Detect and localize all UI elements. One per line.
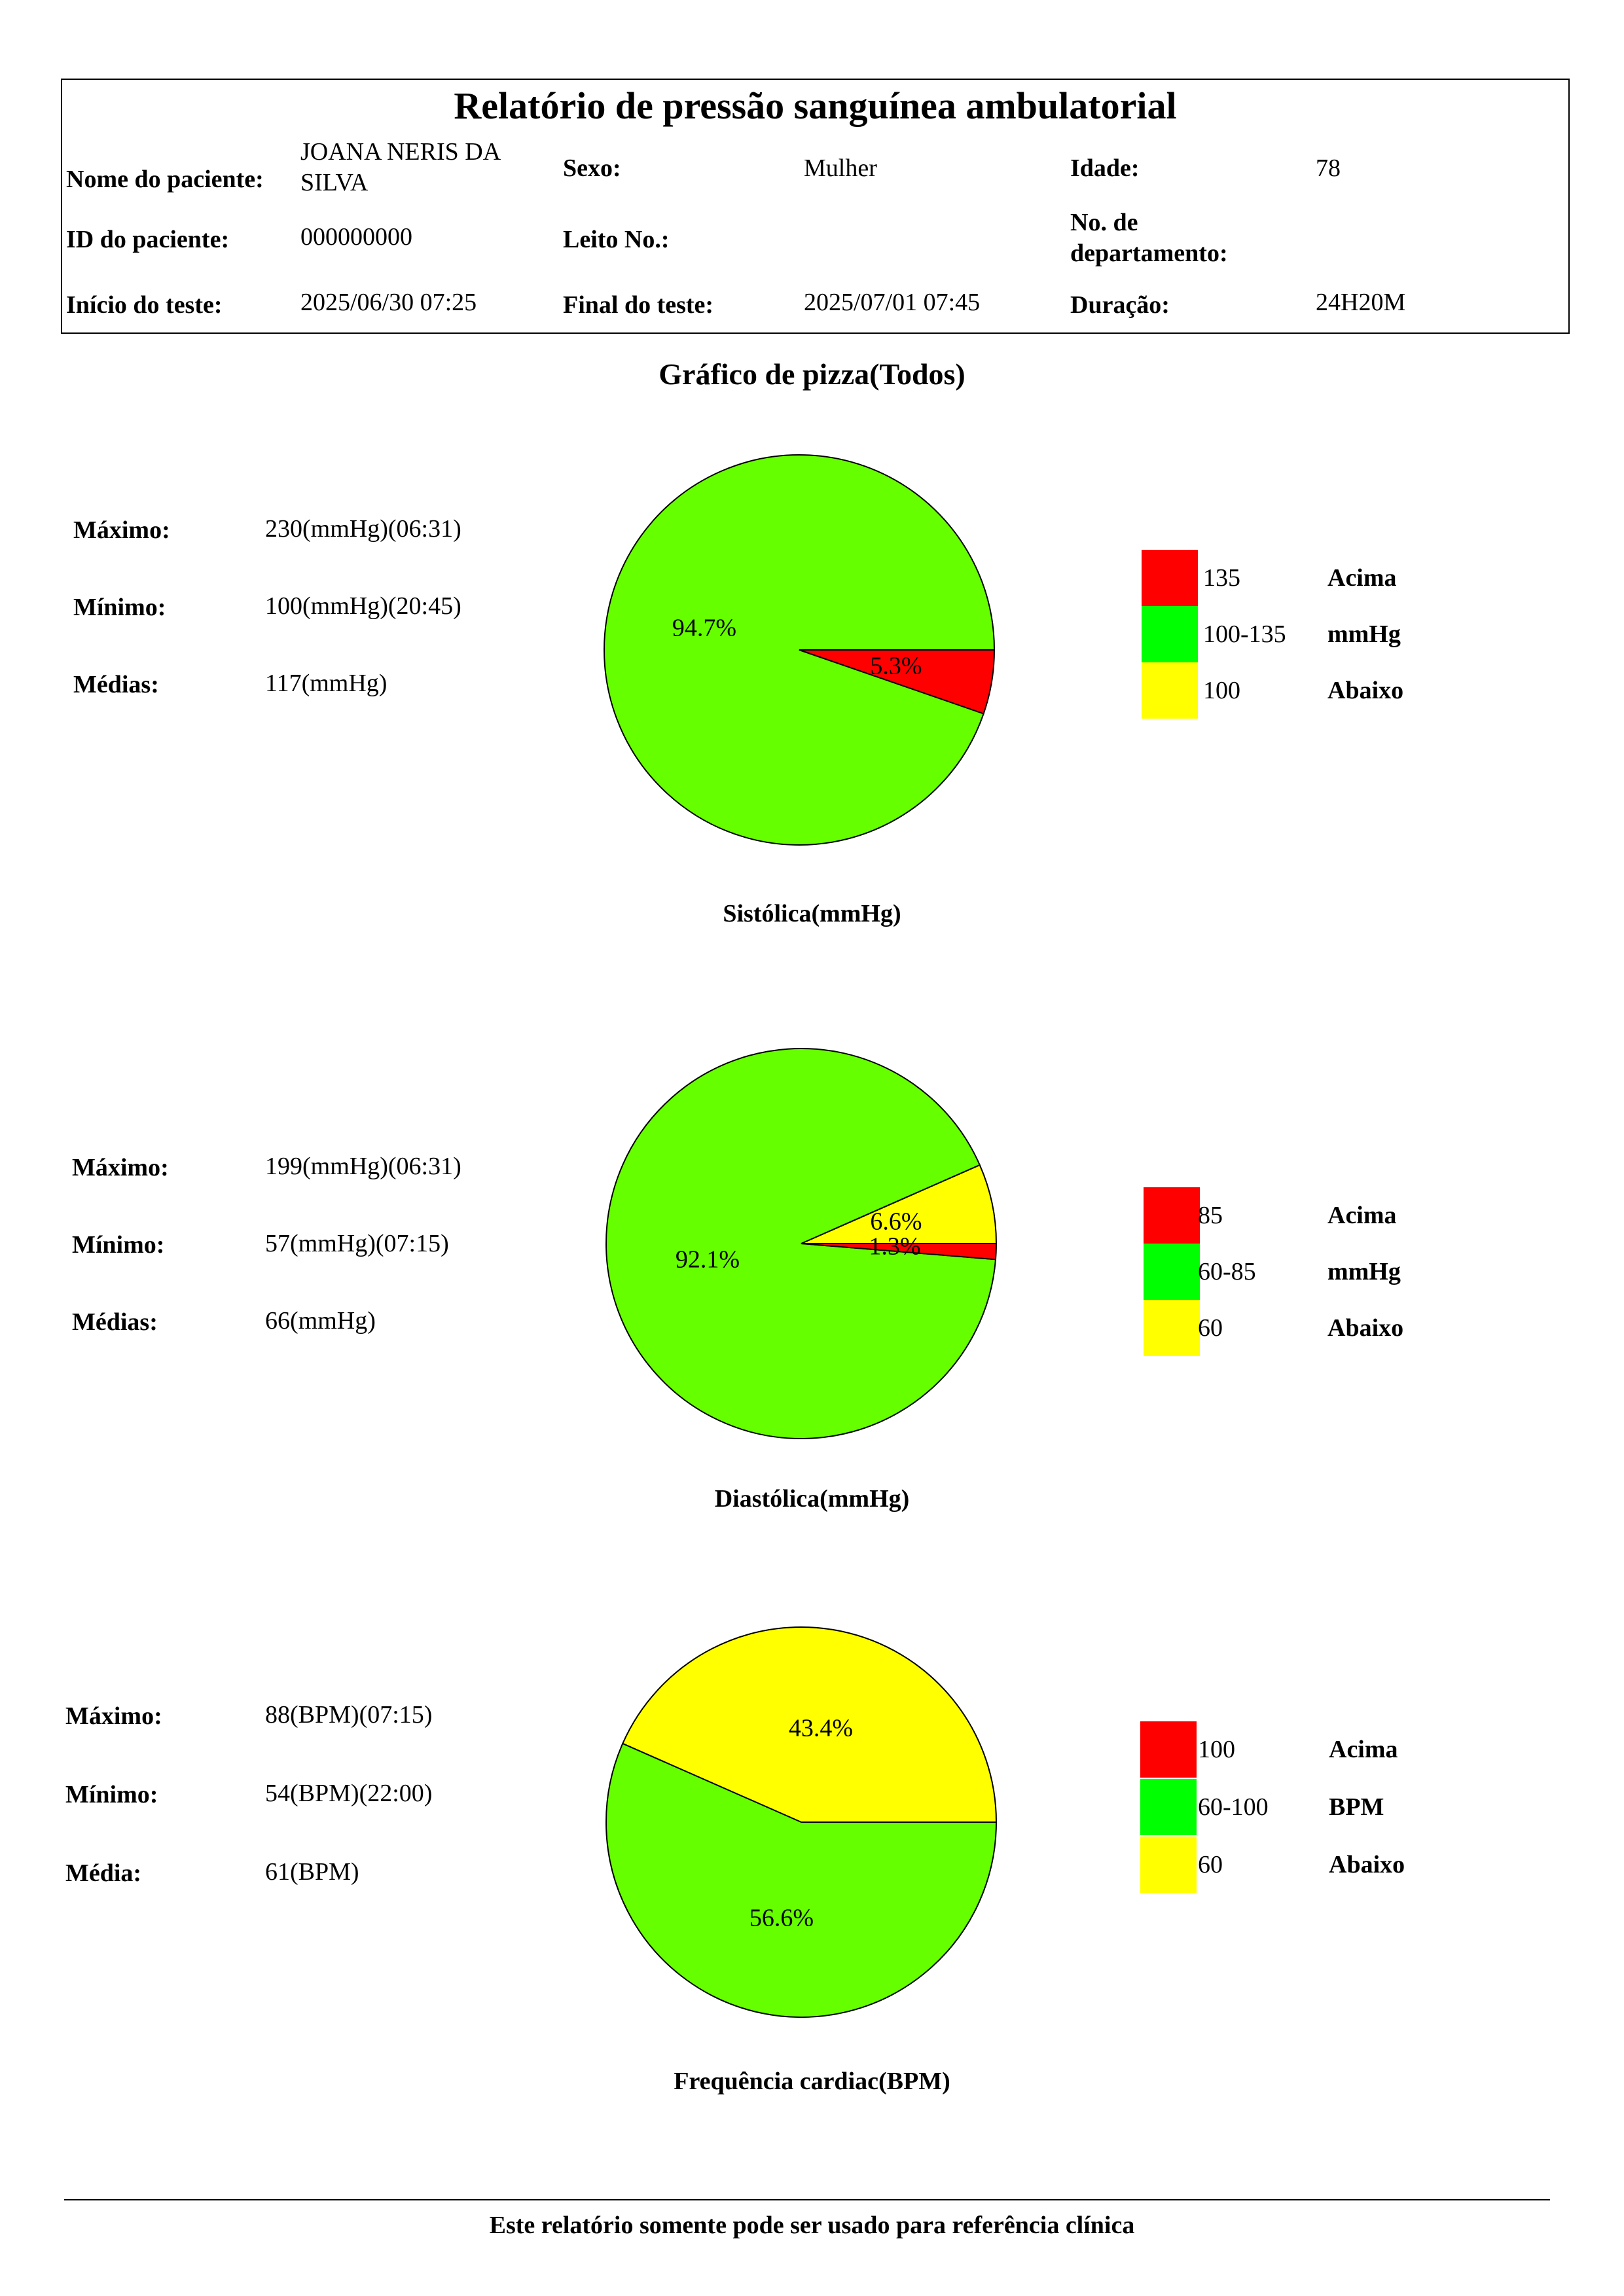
test-end-value: 2025/07/01 07:45 bbox=[804, 289, 981, 316]
heartrate-avg-value: 61(BPM) bbox=[265, 1858, 359, 1886]
footer-divider bbox=[64, 2199, 1550, 2200]
systolic-label-normal: 94.7% bbox=[672, 615, 736, 642]
duration-label: Duração: bbox=[1070, 291, 1170, 319]
systolic-slice-above bbox=[799, 649, 996, 715]
patient-id-value: 000000000 bbox=[300, 223, 412, 251]
footer-note: Este relatório somente pode ser usado pa… bbox=[489, 2212, 1135, 2239]
diastolic-max-value: 199(mmHg)(06:31) bbox=[265, 1153, 461, 1180]
systolic-legend-normal-swatch bbox=[1142, 606, 1198, 662]
heartrate-slice-normal bbox=[605, 1742, 998, 2018]
systolic-label-above: 5.3% bbox=[870, 653, 922, 680]
diastolic-slice-below bbox=[801, 1164, 998, 1244]
test-start-label: Início do teste: bbox=[66, 291, 223, 319]
department-label-line1: No. de bbox=[1070, 209, 1138, 236]
heartrate-label-normal: 56.6% bbox=[749, 1905, 814, 1932]
diastolic-legend-below-value: 60 bbox=[1198, 1314, 1223, 1342]
systolic-avg-value: 117(mmHg) bbox=[265, 670, 388, 697]
department-label-line2: departamento: bbox=[1070, 240, 1228, 267]
systolic-slice-normal bbox=[604, 454, 996, 846]
systolic-max-label: Máximo: bbox=[73, 516, 170, 544]
systolic-legend-below-value: 100 bbox=[1203, 677, 1240, 704]
heartrate-legend-normal-swatch bbox=[1140, 1779, 1197, 1835]
diastolic-max-label: Máximo: bbox=[72, 1154, 169, 1181]
diastolic-label-above: 1.3% bbox=[869, 1233, 920, 1261]
systolic-legend-above-label: Acima bbox=[1327, 564, 1397, 592]
heartrate-min-label: Mínimo: bbox=[65, 1781, 158, 1808]
diastolic-label-normal: 92.1% bbox=[676, 1246, 740, 1274]
diastolic-legend-above-swatch bbox=[1144, 1187, 1200, 1244]
diastolic-legend-above-value: 85 bbox=[1198, 1202, 1223, 1229]
heartrate-legend-below-value: 60 bbox=[1198, 1851, 1223, 1878]
heartrate-min-value: 54(BPM)(22:00) bbox=[265, 1780, 433, 1807]
systolic-legend-unit: mmHg bbox=[1327, 620, 1401, 648]
systolic-legend-below-label: Abaixo bbox=[1327, 677, 1404, 704]
report-title: Relatório de pressão sanguínea ambulator… bbox=[454, 84, 1177, 127]
diastolic-chart-title: Diastólica(mmHg) bbox=[714, 1485, 910, 1513]
bed-label: Leito No.: bbox=[563, 226, 670, 253]
diastolic-slice-above bbox=[801, 1243, 998, 1261]
systolic-chart-title: Sistólica(mmHg) bbox=[723, 900, 901, 927]
diastolic-legend-below-swatch bbox=[1144, 1300, 1200, 1356]
diastolic-avg-label: Médias: bbox=[72, 1308, 158, 1336]
heartrate-max-value: 88(BPM)(07:15) bbox=[265, 1701, 433, 1729]
systolic-min-value: 100(mmHg)(20:45) bbox=[265, 592, 461, 620]
patient-id-label: ID do paciente: bbox=[66, 226, 230, 253]
diastolic-legend-above-label: Acima bbox=[1327, 1202, 1397, 1229]
patient-name-value-line2: SILVA bbox=[300, 169, 369, 196]
heartrate-max-label: Máximo: bbox=[65, 1702, 162, 1730]
patient-name-value-line1: JOANA NERIS DA bbox=[300, 138, 501, 166]
systolic-legend-normal-value: 100-135 bbox=[1203, 620, 1286, 648]
heartrate-label-below: 43.4% bbox=[789, 1715, 853, 1742]
sex-label: Sexo: bbox=[563, 154, 621, 182]
heartrate-avg-label: Média: bbox=[65, 1859, 142, 1887]
heartrate-chart-title: Frequência cardiac(BPM) bbox=[674, 2068, 950, 2095]
heartrate-legend-above-value: 100 bbox=[1198, 1736, 1235, 1763]
diastolic-legend-below-label: Abaixo bbox=[1327, 1314, 1404, 1342]
systolic-legend-above-value: 135 bbox=[1203, 564, 1240, 592]
test-start-value: 2025/06/30 07:25 bbox=[300, 289, 477, 316]
heartrate-legend-normal-value: 60-100 bbox=[1198, 1793, 1269, 1821]
systolic-min-label: Mínimo: bbox=[73, 594, 166, 621]
duration-value: 24H20M bbox=[1316, 289, 1406, 316]
report-header: Relatório de pressão sanguínea ambulator… bbox=[61, 79, 1570, 334]
diastolic-legend-unit: mmHg bbox=[1327, 1258, 1401, 1285]
heartrate-legend-unit: BPM bbox=[1329, 1793, 1384, 1821]
diastolic-label-below: 6.6% bbox=[870, 1208, 922, 1236]
systolic-max-value: 230(mmHg)(06:31) bbox=[265, 515, 461, 543]
age-label: Idade: bbox=[1070, 154, 1140, 182]
diastolic-slice-normal bbox=[605, 1048, 997, 1440]
pie-section-title: Gráfico de pizza(Todos) bbox=[659, 357, 965, 391]
diastolic-min-label: Mínimo: bbox=[72, 1231, 165, 1259]
systolic-legend-above-swatch bbox=[1142, 550, 1198, 606]
heartrate-slice-below bbox=[621, 1626, 998, 1823]
heartrate-legend-above-swatch bbox=[1140, 1721, 1197, 1778]
systolic-legend-below-swatch bbox=[1142, 662, 1198, 719]
systolic-avg-label: Médias: bbox=[73, 671, 159, 698]
heartrate-legend-above-label: Acima bbox=[1329, 1736, 1398, 1763]
heartrate-legend-below-swatch bbox=[1140, 1837, 1197, 1893]
sex-value: Mulher bbox=[804, 154, 877, 182]
diastolic-min-value: 57(mmHg)(07:15) bbox=[265, 1230, 449, 1257]
diastolic-avg-value: 66(mmHg) bbox=[265, 1307, 376, 1335]
diastolic-legend-normal-swatch bbox=[1144, 1244, 1200, 1300]
age-value: 78 bbox=[1316, 154, 1341, 182]
heartrate-legend-below-label: Abaixo bbox=[1329, 1851, 1405, 1878]
test-end-label: Final do teste: bbox=[563, 291, 714, 319]
diastolic-legend-normal-value: 60-85 bbox=[1198, 1258, 1256, 1285]
patient-name-label: Nome do paciente: bbox=[66, 166, 264, 193]
